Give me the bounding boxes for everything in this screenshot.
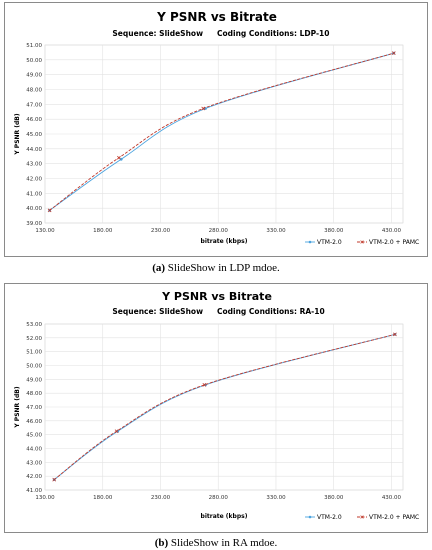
data-point-stroke: [393, 332, 397, 337]
chart-subtitle-sequence: Sequence: SlideShow: [112, 29, 203, 38]
data-point: [201, 106, 206, 111]
y-tick-label: 46.00: [26, 117, 42, 123]
x-tick-label: 280.00: [209, 228, 229, 234]
y-tick-label: 50.00: [26, 364, 42, 370]
y-tick-label: 49.00: [26, 377, 42, 383]
series-line: [53, 333, 396, 480]
x-tick-label: 180.00: [93, 228, 113, 234]
y-tick-label: 44.00: [26, 147, 42, 153]
data-point-stroke: [47, 208, 52, 213]
y-tick-label: 43.00: [26, 162, 42, 168]
chart-ra: Y PSNR vs Bitrate Sequence: SlideShow Co…: [14, 290, 419, 521]
chart-panel-ra: Y PSNR vs Bitrate Sequence: SlideShow Co…: [4, 283, 428, 533]
y-tick-label: 48.00: [26, 88, 42, 94]
y-tick-label: 41.00: [26, 191, 42, 197]
y-tick-label: 40.00: [26, 206, 42, 212]
data-point: [114, 429, 119, 434]
x-tick-label: 430.00: [382, 228, 402, 234]
data-point: [391, 51, 396, 56]
x-tick-label: 130.00: [35, 495, 55, 501]
x-tick-label: 280.00: [209, 495, 229, 501]
x-tick-label: 230.00: [151, 495, 171, 501]
data-point: [393, 332, 397, 337]
y-tick-label: 49.00: [26, 73, 42, 79]
y-tick-label: 44.00: [26, 447, 42, 453]
legend-label: VTM-2.0 + PAMC: [369, 514, 419, 521]
x-tick-label: 180.00: [93, 495, 113, 501]
legend-label: VTM-2.0: [317, 514, 342, 521]
figure-caption-a: (a) SlideShow in LDP mdoe.: [0, 262, 432, 274]
chart-title: Y PSNR vs Bitrate: [161, 290, 272, 303]
data-point: [47, 208, 52, 213]
y-tick-label: 45.00: [26, 433, 42, 439]
series-line: [49, 52, 394, 211]
series-line: [49, 52, 394, 211]
x-tick-label: 430.00: [382, 495, 402, 501]
caption-text: SlideShow in LDP mdoe.: [165, 262, 280, 274]
x-tick-label: 130.00: [35, 228, 55, 234]
y-tick-label: 42.00: [26, 177, 42, 183]
y-tick-label: 51.00: [26, 43, 42, 49]
data-point-stroke: [201, 106, 206, 111]
data-point-stroke: [52, 477, 57, 482]
x-tick-label: 330.00: [266, 495, 286, 501]
chart-subtitle-conditions: Coding Conditions: RA-10: [217, 307, 325, 316]
chart-ldp: Y PSNR vs Bitrate Sequence: SlideShow Co…: [14, 10, 419, 246]
y-tick-label: 53.00: [26, 322, 42, 328]
y-tick-label: 47.00: [26, 102, 42, 108]
chart-title: Y PSNR vs Bitrate: [156, 10, 277, 24]
legend-label: VTM-2.0 + PAMC: [369, 239, 419, 246]
chart-panel-ldp: Y PSNR vs Bitrate Sequence: SlideShow Co…: [4, 2, 428, 257]
y-tick-label: 39.00: [26, 221, 42, 227]
x-axis-label: bitrate (kbps): [201, 513, 248, 520]
legend-marker: [308, 515, 312, 519]
legend-marker: [360, 240, 364, 244]
figure-caption-b: (b) SlideShow in RA mdoe.: [0, 537, 432, 549]
series-line: [53, 333, 396, 480]
chart-subtitle-sequence: Sequence: SlideShow: [112, 307, 203, 316]
legend-label: VTM-2.0: [317, 239, 342, 246]
caption-label: (b): [154, 537, 169, 549]
y-tick-label: 47.00: [26, 405, 42, 411]
legend-marker: [308, 240, 312, 244]
data-point-stroke: [114, 429, 119, 434]
y-tick-label: 52.00: [26, 336, 42, 342]
x-tick-label: 330.00: [266, 228, 286, 234]
y-axis-label: Y PSNR (dB): [14, 113, 21, 155]
y-tick-label: 45.00: [26, 132, 42, 138]
legend-marker: [360, 515, 364, 519]
caption-label: (a): [152, 262, 166, 274]
y-tick-label: 46.00: [26, 419, 42, 425]
y-axis-label: Y PSNR (dB): [14, 386, 21, 428]
y-tick-label: 42.00: [26, 474, 42, 480]
y-tick-label: 43.00: [26, 460, 42, 466]
data-point: [52, 477, 57, 482]
y-tick-label: 51.00: [26, 350, 42, 356]
data-point: [117, 155, 121, 160]
x-axis-label: bitrate (kbps): [201, 238, 248, 245]
x-tick-label: 380.00: [324, 228, 344, 234]
x-tick-label: 230.00: [151, 228, 171, 234]
caption-text: SlideShow in RA mdoe.: [168, 537, 278, 549]
y-tick-label: 50.00: [26, 58, 42, 64]
y-tick-label: 41.00: [26, 488, 42, 494]
data-point-stroke: [391, 51, 396, 56]
data-point: [202, 382, 207, 387]
data-point-stroke: [117, 155, 121, 160]
chart-subtitle-conditions: Coding Conditions: LDP-10: [217, 29, 330, 38]
data-point: [119, 157, 123, 161]
y-tick-label: 48.00: [26, 391, 42, 397]
x-tick-label: 380.00: [324, 495, 344, 501]
data-point-stroke: [202, 382, 207, 387]
